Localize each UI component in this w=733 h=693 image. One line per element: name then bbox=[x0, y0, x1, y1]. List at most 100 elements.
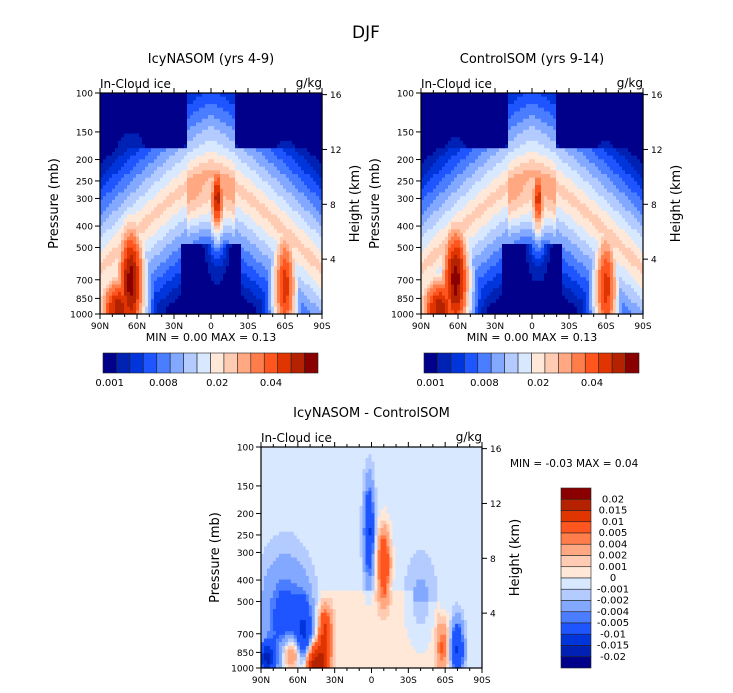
contour-cell bbox=[160, 185, 164, 190]
contour-cell bbox=[229, 247, 233, 252]
contour-cell bbox=[310, 166, 314, 171]
contour-cell bbox=[193, 170, 197, 175]
contour-cell bbox=[283, 221, 287, 227]
contour-cell bbox=[121, 236, 125, 241]
contour-cell bbox=[103, 111, 107, 116]
contour-cell bbox=[271, 118, 275, 124]
contour-cell bbox=[304, 244, 308, 249]
contour-cell bbox=[202, 144, 206, 149]
contour-cell bbox=[145, 93, 149, 98]
contour-cell bbox=[151, 144, 155, 149]
contour-cell bbox=[304, 232, 308, 238]
contour-cell bbox=[172, 244, 176, 249]
contour-cell bbox=[298, 196, 302, 201]
contour-cell bbox=[139, 129, 143, 135]
contour-cell bbox=[106, 207, 110, 212]
contour-cell bbox=[268, 133, 272, 138]
contour-cell bbox=[142, 229, 146, 234]
contour-cell bbox=[253, 225, 257, 230]
contour-cell bbox=[292, 196, 296, 201]
contour-cell bbox=[154, 115, 158, 120]
contour-cell bbox=[196, 207, 200, 212]
contour-cell bbox=[223, 240, 227, 245]
contour-cell bbox=[247, 177, 251, 182]
contour-cell bbox=[229, 255, 233, 260]
contour-cell bbox=[295, 155, 299, 160]
contour-cell bbox=[112, 188, 116, 194]
contour-cell bbox=[274, 214, 278, 219]
contour-cell bbox=[205, 96, 209, 101]
contour-cell bbox=[199, 122, 203, 127]
contour-cell bbox=[229, 170, 233, 175]
contour-cell bbox=[256, 218, 260, 223]
contour-cell bbox=[280, 174, 284, 179]
contour-cell bbox=[187, 100, 191, 105]
contour-cell bbox=[286, 155, 290, 160]
contour-cell bbox=[109, 166, 113, 171]
contour-cell bbox=[202, 118, 206, 124]
contour-cell bbox=[127, 96, 131, 101]
contour-cell bbox=[268, 185, 272, 190]
contour-cell bbox=[142, 185, 146, 190]
contour-cell bbox=[175, 244, 179, 249]
contour-cell bbox=[223, 126, 227, 131]
contour-cell bbox=[193, 129, 197, 135]
contour-cell bbox=[127, 225, 131, 230]
contour-cell bbox=[160, 115, 164, 120]
contour-cell bbox=[271, 214, 275, 219]
contour-cell bbox=[106, 203, 110, 208]
contour-cell bbox=[217, 232, 221, 238]
contour-cell bbox=[286, 93, 290, 98]
colorbar-swatch bbox=[210, 352, 225, 374]
contour-cell bbox=[133, 144, 137, 149]
contour-cell bbox=[271, 144, 275, 149]
contour-cell bbox=[295, 159, 299, 164]
contour-cell bbox=[109, 192, 113, 197]
contour-cell bbox=[280, 170, 284, 175]
contour-cell bbox=[169, 133, 173, 138]
contour-cell bbox=[256, 214, 260, 219]
contour-cell bbox=[310, 244, 314, 249]
contour-cell bbox=[253, 126, 257, 131]
contour-cell bbox=[310, 218, 314, 223]
contour-cell bbox=[130, 188, 134, 194]
contour-cell bbox=[235, 203, 239, 208]
contour-cell bbox=[319, 221, 323, 227]
contour-cell bbox=[127, 240, 131, 245]
contour-cell bbox=[286, 236, 290, 241]
contour-cell bbox=[232, 203, 236, 208]
contour-cell bbox=[259, 126, 263, 131]
contour-cell bbox=[136, 115, 140, 120]
contour-cell bbox=[106, 174, 110, 179]
contour-cell bbox=[157, 177, 161, 182]
contour-cell bbox=[115, 118, 119, 124]
contour-cell bbox=[277, 126, 281, 131]
contour-cell bbox=[178, 155, 182, 160]
contour-cell bbox=[133, 221, 137, 227]
contour-cell bbox=[121, 192, 125, 197]
contour-cell bbox=[238, 170, 242, 175]
contour-cell bbox=[190, 140, 194, 146]
contour-cell bbox=[187, 162, 191, 168]
contour-cell bbox=[181, 100, 185, 105]
contour-cell bbox=[118, 155, 122, 160]
contour-cell bbox=[259, 185, 263, 190]
contour-cell bbox=[262, 255, 266, 260]
contour-cell bbox=[160, 140, 164, 146]
contour-cell bbox=[241, 170, 245, 175]
contour-cell bbox=[193, 126, 197, 131]
contour-cell bbox=[244, 93, 248, 98]
contour-cell bbox=[115, 170, 119, 175]
contour-cell bbox=[184, 210, 188, 216]
contour-cell bbox=[295, 93, 299, 98]
contour-cell bbox=[259, 144, 263, 149]
units-label: g/kg bbox=[296, 76, 322, 90]
contour-cell bbox=[208, 247, 212, 252]
contour-cell bbox=[223, 232, 227, 238]
contour-cell bbox=[298, 199, 302, 205]
contour-cell bbox=[118, 251, 122, 256]
contour-cell bbox=[184, 126, 188, 131]
contour-cell bbox=[106, 199, 110, 205]
contour-cell bbox=[274, 118, 278, 124]
contour-cell bbox=[202, 107, 206, 113]
